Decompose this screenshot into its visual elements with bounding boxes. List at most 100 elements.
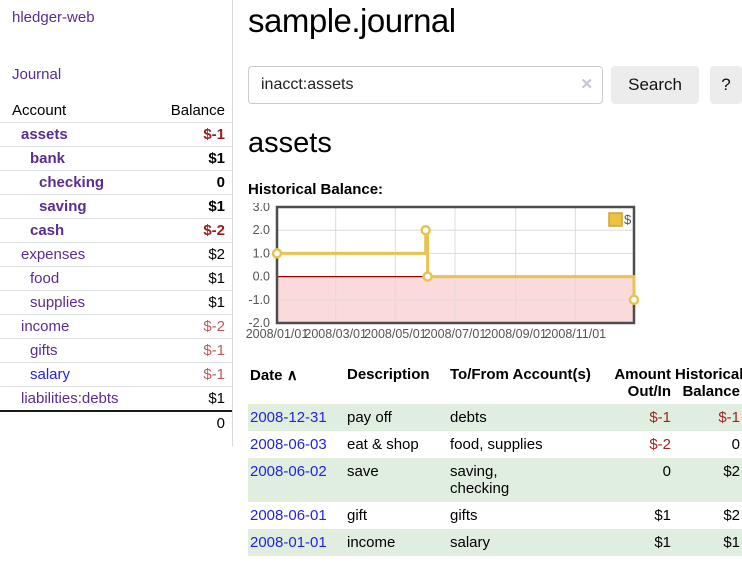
account-link-cash[interactable]: cash (30, 222, 65, 239)
account-row: food $1 (0, 266, 232, 291)
search-button[interactable]: Search (611, 66, 699, 104)
cell-accounts: debts (450, 409, 487, 426)
accounts-table-body: assets $-1 bank $1 checking 0 saving $1 cash $-2 e… (0, 122, 232, 411)
cell-description: income (347, 534, 396, 551)
svg-text:2008/01/01: 2008/01/01 (246, 327, 309, 341)
cell-accounts: gifts (450, 507, 478, 524)
col-accounts: To/From Account(s) (450, 366, 591, 383)
cell-description: save (347, 463, 379, 480)
account-row: cash $-2 (0, 218, 232, 243)
transaction-date-link[interactable]: 2008-06-02 (250, 463, 327, 480)
account-balance: $1 (152, 290, 232, 315)
cell-description: pay off (347, 409, 392, 426)
cell-date: 2008-06-02 (248, 458, 345, 502)
svg-text:2.0: 2.0 (253, 223, 270, 237)
brand-link[interactable]: hledger-web (12, 9, 95, 26)
account-balance: $-1 (152, 122, 232, 147)
svg-text:2008/07/01: 2008/07/01 (424, 327, 487, 341)
chart-label: Historical Balance: (248, 181, 384, 198)
account-row: liabilities:debts $1 (0, 386, 232, 411)
cell-amount: $1 (654, 534, 671, 551)
account-row: gifts $-1 (0, 338, 232, 363)
sidebar-item-journal[interactable]: Journal (12, 66, 62, 83)
svg-text:2008/03/01: 2008/03/01 (304, 327, 367, 341)
account-link-expenses[interactable]: expenses (21, 246, 86, 263)
account-link-salary[interactable]: salary (30, 366, 71, 383)
account-balance: $-2 (152, 218, 232, 243)
account-balance: $1 (152, 266, 232, 291)
historical-balance-chart: $3.0 2.0 1.0 0.0 -1.0 -2.0 2008/01/01 2008/03/0… (242, 200, 742, 349)
cell-balance: $2 (723, 463, 740, 480)
cell-date: 2008-06-01 (248, 502, 345, 529)
cell-balance: $-1 (718, 409, 740, 426)
svg-text:3.0: 3.0 (253, 203, 270, 214)
cell-date: 2008-12-31 (248, 404, 345, 431)
transactions-header-row: Date ∧ Description To/From Account(s) Am… (248, 364, 742, 404)
col-balance: Historical Balance (675, 366, 742, 400)
account-link-income[interactable]: income (21, 318, 70, 335)
help-button[interactable]: ? (709, 66, 742, 104)
account-link-gifts[interactable]: gifts (30, 342, 58, 359)
account-row: supplies $1 (0, 290, 232, 315)
accounts-table: Account Balance assets $-1 bank $1 checking 0… (0, 99, 232, 435)
sort-ascending-icon: ∧ (286, 367, 298, 384)
col-date[interactable]: Date ∧ (248, 364, 345, 404)
account-row: saving $1 (0, 194, 232, 219)
cell-description: eat & shop (347, 436, 419, 453)
app-brand: hledger-web (0, 0, 232, 26)
svg-text:-1.0: -1.0 (248, 293, 270, 307)
account-balance: $-1 (152, 362, 232, 387)
account-link-bank[interactable]: bank (30, 150, 66, 167)
transaction-row: 2008-06-02 save saving, checking 0 $2 (248, 458, 742, 502)
account-row: assets $-1 (0, 122, 232, 147)
account-link-checking[interactable]: checking (39, 174, 105, 191)
account-row: salary $-1 (0, 362, 232, 387)
col-date-label: Date (250, 367, 283, 384)
account-link-assets[interactable]: assets (21, 126, 68, 143)
account-balance: $-2 (152, 314, 232, 339)
page-title: sample.journal (248, 2, 456, 39)
col-description: Description (347, 366, 430, 383)
balance-chart-svg: $3.0 2.0 1.0 0.0 -1.0 -2.02008/01/012008/03/0… (246, 200, 640, 341)
account-link-liabilities-debts[interactable]: liabilities:debts (21, 390, 119, 407)
accounts-col-balance: Balance (170, 102, 225, 119)
cell-accounts: salary (450, 534, 491, 551)
accounts-total-value: 0 (152, 410, 232, 435)
transaction-date-link[interactable]: 2008-06-01 (250, 507, 327, 524)
svg-text:2008/09/01: 2008/09/01 (484, 327, 547, 341)
account-balance: $-1 (152, 338, 232, 363)
cell-balance: $1 (723, 534, 740, 551)
svg-text:2008/11/01: 2008/11/01 (544, 327, 606, 341)
search-input[interactable] (248, 66, 604, 104)
clear-search-icon[interactable]: ✕ (580, 76, 594, 93)
account-balance: 0 (152, 170, 232, 195)
spacer (0, 410, 153, 435)
transaction-row: 2008-01-01 income salary $1 $1 (248, 529, 742, 556)
cell-amount: 0 (662, 463, 671, 480)
sidebar: hledger-web Journal Account Balance asse… (0, 0, 233, 446)
account-row: income $-2 (0, 314, 232, 339)
svg-text:-2.0: -2.0 (248, 316, 270, 330)
account-link-food[interactable]: food (30, 270, 60, 287)
cell-accounts: food, supplies (450, 436, 543, 453)
accounts-col-account: Account (12, 102, 67, 119)
cell-amount: $-1 (649, 409, 671, 426)
svg-text:2008/05/01: 2008/05/01 (364, 327, 427, 341)
account-balance: $1 (152, 146, 232, 171)
account-row: bank $1 (0, 146, 232, 171)
search-form: ✕ Search ? (248, 66, 742, 104)
cell-amount: $1 (654, 507, 671, 524)
transaction-date-link[interactable]: 2008-12-31 (250, 409, 327, 426)
cell-balance: 0 (731, 436, 740, 453)
account-link-saving[interactable]: saving (39, 198, 87, 215)
main-content: sample.journal ✕ Search ? assets Histori… (246, 0, 742, 556)
transaction-date-link[interactable]: 2008-01-01 (250, 534, 327, 551)
transaction-row: 2008-06-03 eat & shop food, supplies $-2 0 (248, 431, 742, 458)
search-box: ✕ (248, 66, 604, 104)
account-link-supplies[interactable]: supplies (30, 294, 86, 311)
transactions-table-body: 2008-12-31 pay off debts $-1 $-1 2008-06-03 ea… (248, 404, 742, 556)
cell-description: gift (347, 507, 368, 524)
accounts-total-row: 0 (0, 410, 232, 435)
cell-balance: $2 (723, 507, 740, 524)
transaction-date-link[interactable]: 2008-06-03 (250, 436, 327, 453)
